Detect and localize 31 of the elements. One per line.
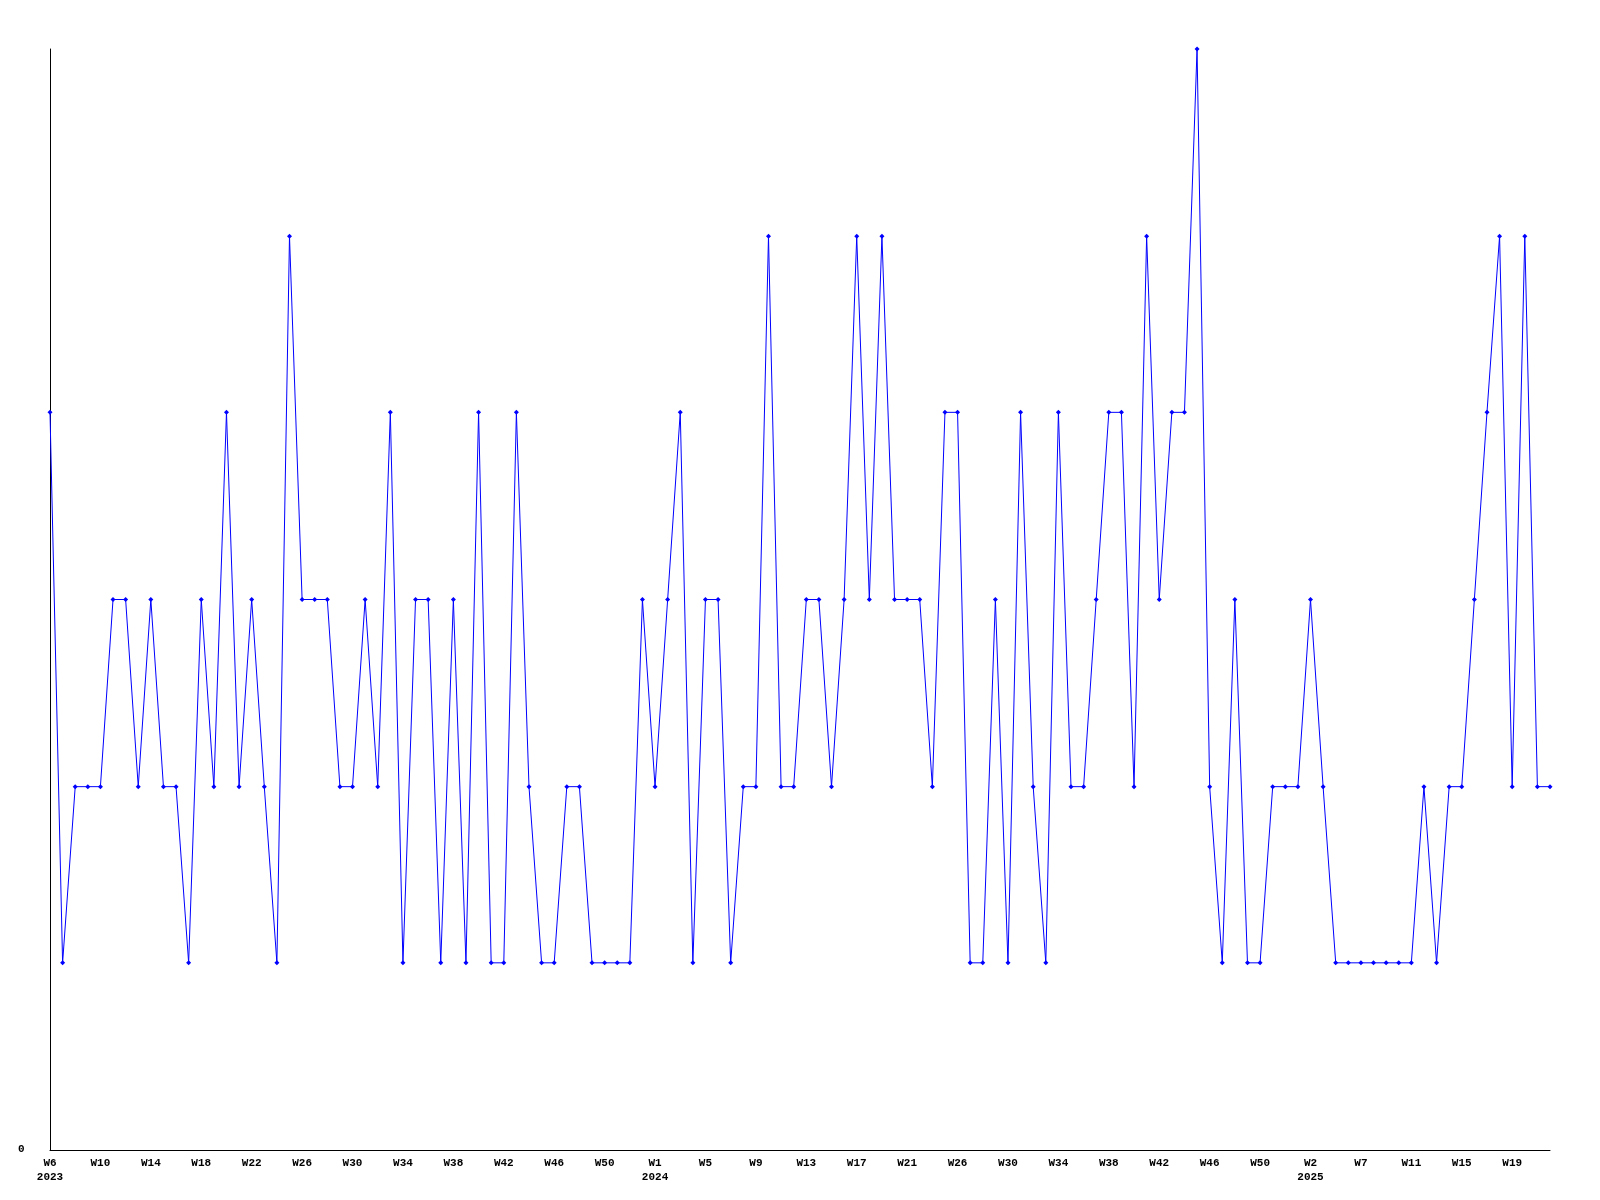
x-tick-label: W46 bbox=[544, 1157, 565, 1169]
x-tick-label: W7 bbox=[1354, 1157, 1368, 1169]
x-tick-label: W42 bbox=[493, 1157, 514, 1169]
x-tick-label: W18 bbox=[191, 1157, 212, 1169]
x-tick-label: W15 bbox=[1451, 1157, 1473, 1169]
x-tick-label: W34 bbox=[393, 1157, 414, 1169]
x-tick-label: W26 bbox=[292, 1157, 313, 1169]
x-tick-label: W14 bbox=[140, 1157, 162, 1169]
x-tick-label: W11 bbox=[1401, 1157, 1422, 1169]
x-tick-label: W5 bbox=[698, 1157, 713, 1169]
x-tick-label: W13 bbox=[796, 1157, 817, 1169]
x-tick-label: W34 bbox=[1048, 1157, 1069, 1169]
x-tick-label: W42 bbox=[1149, 1157, 1170, 1169]
x-tick-label: W30 bbox=[998, 1157, 1018, 1169]
x-tick-label: W30 bbox=[342, 1157, 363, 1169]
text: 0 bbox=[18, 1142, 25, 1155]
x-tick-label: W21 bbox=[897, 1157, 918, 1169]
x-tick-label: W19 bbox=[1502, 1157, 1523, 1169]
x-tick-label: W9 bbox=[749, 1157, 763, 1169]
x-tick-label: W46 bbox=[1199, 1157, 1220, 1169]
x-tick-label: W50 bbox=[594, 1157, 615, 1169]
x-tick-label: W17 bbox=[846, 1157, 867, 1169]
x-tick-label: W22 bbox=[241, 1157, 262, 1169]
x-tick-label: W26 bbox=[947, 1157, 968, 1169]
x-tick-label: W38 bbox=[1098, 1157, 1120, 1169]
x-tick-label: W2 2025 bbox=[1297, 1157, 1325, 1183]
x-tick-label: W1 2024 bbox=[641, 1157, 669, 1183]
x-tick-label: W38 bbox=[443, 1157, 464, 1169]
x-tick-label: W10 bbox=[90, 1157, 111, 1169]
x-tick-label: W50 bbox=[1250, 1157, 1270, 1169]
x-tick-label: W6 2023 bbox=[36, 1157, 64, 1183]
